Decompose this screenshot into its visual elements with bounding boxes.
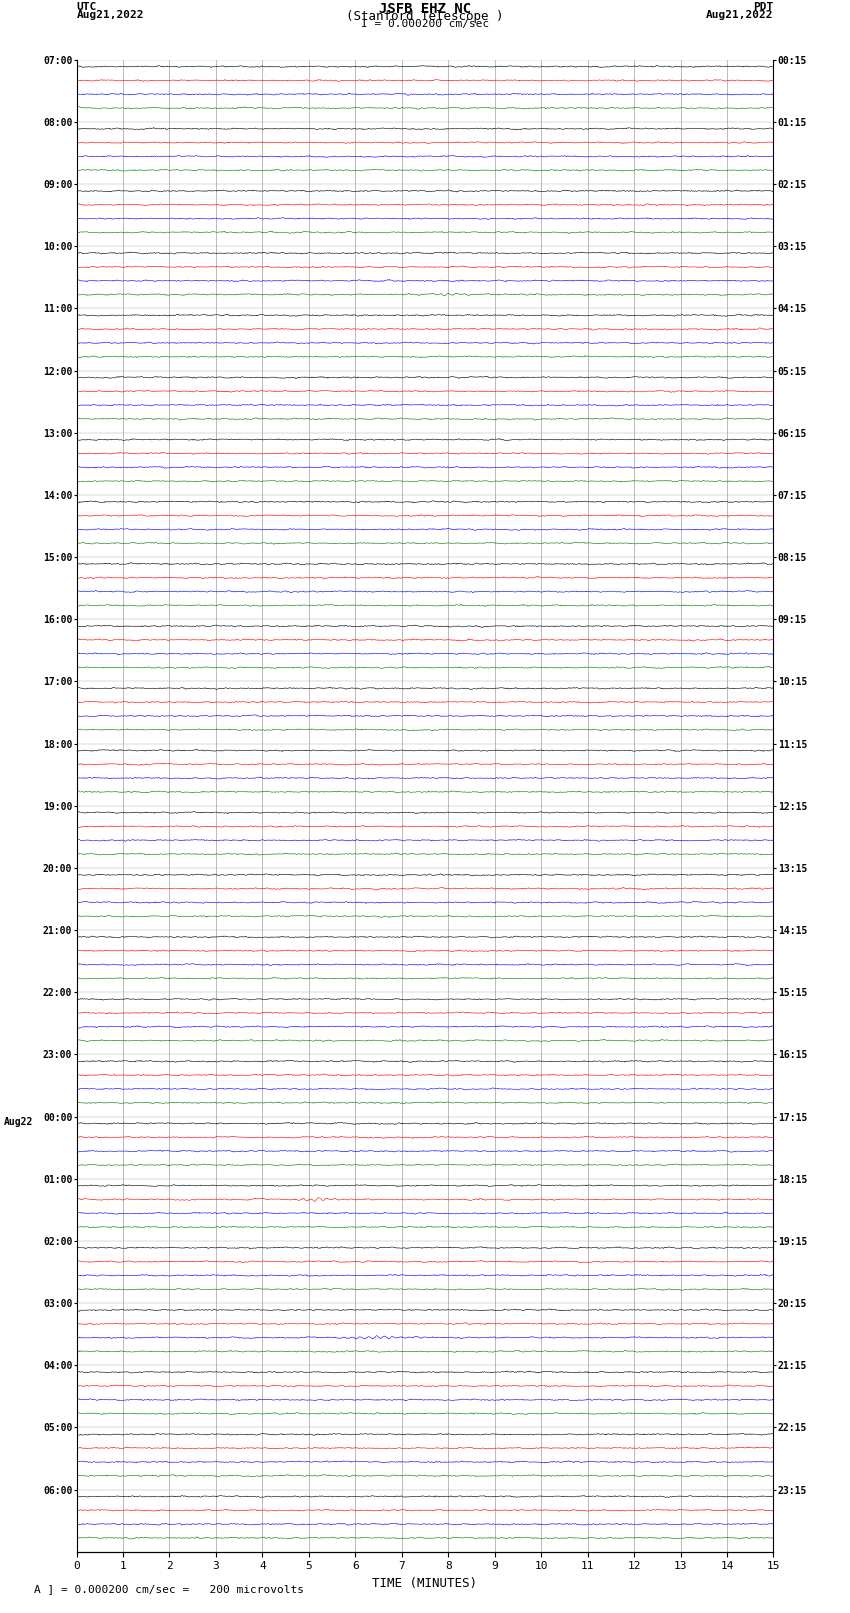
Text: A ] = 0.000200 cm/sec =   200 microvolts: A ] = 0.000200 cm/sec = 200 microvolts bbox=[34, 1584, 304, 1594]
Text: Aug21,2022: Aug21,2022 bbox=[76, 11, 144, 21]
Text: (Stanford Telescope ): (Stanford Telescope ) bbox=[346, 11, 504, 24]
Text: Aug22: Aug22 bbox=[4, 1116, 34, 1126]
Text: Aug21,2022: Aug21,2022 bbox=[706, 11, 774, 21]
Text: PDT: PDT bbox=[753, 3, 774, 13]
Text: I = 0.000200 cm/sec: I = 0.000200 cm/sec bbox=[361, 18, 489, 29]
Text: JSFB EHZ NC: JSFB EHZ NC bbox=[379, 3, 471, 16]
Text: UTC: UTC bbox=[76, 3, 97, 13]
X-axis label: TIME (MINUTES): TIME (MINUTES) bbox=[372, 1578, 478, 1590]
